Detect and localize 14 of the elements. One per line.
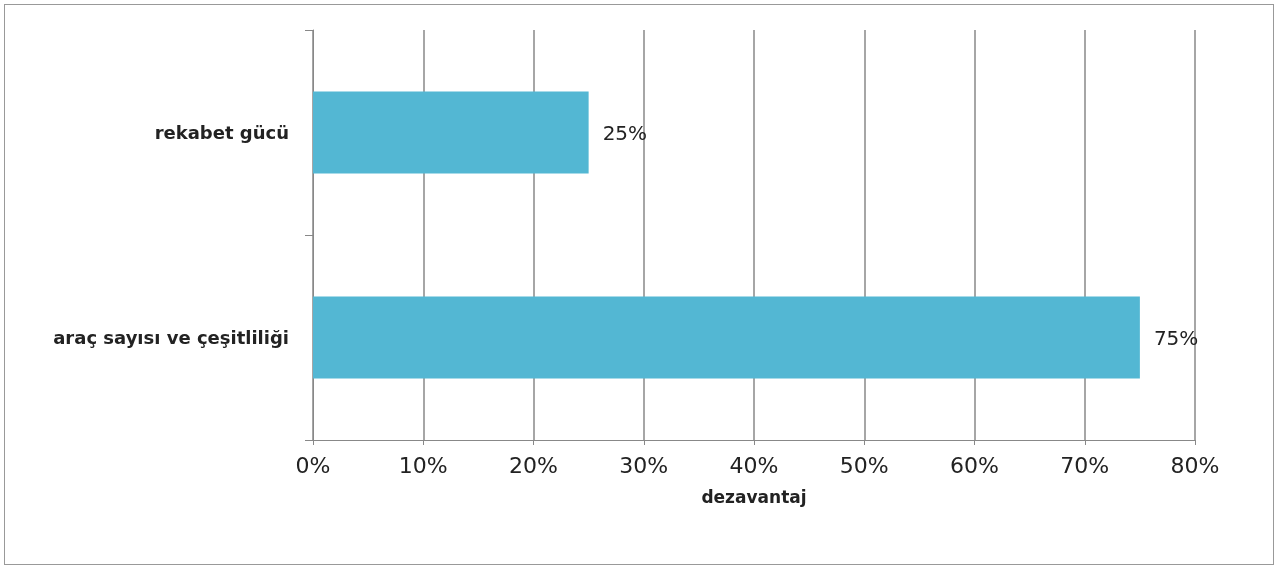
x-tick-label: 10% <box>398 452 448 478</box>
data-label: 25% <box>602 120 648 145</box>
x-tick-label: 20% <box>509 452 558 478</box>
x-tick-label: 40% <box>729 452 779 478</box>
y-tick-label: araç sayısı ve çeşitliliği <box>53 327 289 348</box>
x-tick-label: 70% <box>1060 452 1110 478</box>
x-tick-label: 30% <box>619 452 669 478</box>
x-tick-label: 0% <box>295 452 331 478</box>
x-tick-label: 50% <box>839 452 889 478</box>
x-axis-title: dezavantaj <box>701 486 807 507</box>
x-tick-label: 80% <box>1170 452 1220 478</box>
data-label: 75% <box>1153 325 1199 350</box>
x-tick-label: 60% <box>950 452 999 478</box>
y-tick-label: rekabet gücü <box>154 122 289 143</box>
